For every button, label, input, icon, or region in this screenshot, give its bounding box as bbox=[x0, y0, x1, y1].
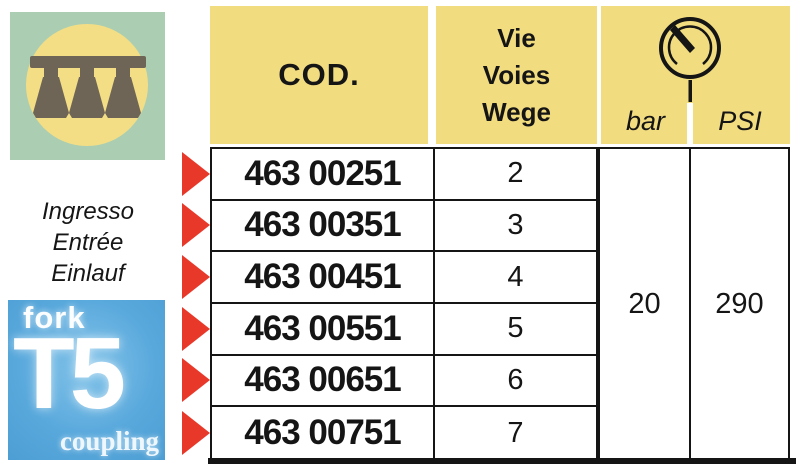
unit-divider bbox=[687, 103, 693, 144]
ways-header-cell: Vie Voies Wege bbox=[436, 6, 597, 144]
inlet-label-german: Einlauf bbox=[51, 260, 125, 287]
product-code: 463 00251 bbox=[212, 149, 435, 199]
cod-header-cell: COD. bbox=[210, 6, 428, 144]
row-marker-arrow-icon bbox=[182, 255, 210, 300]
ways-count: 3 bbox=[507, 208, 524, 241]
bar-unit-label: bar bbox=[625, 106, 666, 136]
row-marker-arrow-icon bbox=[182, 358, 210, 403]
row-marker-arrow-icon bbox=[182, 203, 210, 248]
table-row: 463 00751 7 bbox=[182, 407, 596, 459]
row-marker-arrow-icon bbox=[182, 306, 210, 351]
logo-fork-text: fork bbox=[23, 300, 86, 335]
ways-count: 7 bbox=[507, 416, 524, 449]
unit-labels-row: bar PSI bbox=[601, 106, 790, 137]
spray-boom-icon bbox=[10, 12, 165, 160]
pressure-gauge-icon bbox=[659, 17, 721, 102]
ways-count: 2 bbox=[507, 157, 524, 190]
ways-count: 4 bbox=[507, 260, 524, 293]
pressure-header-cell: bar PSI bbox=[601, 6, 790, 144]
psi-value-cell: 290 bbox=[691, 149, 788, 459]
psi-unit-label: PSI bbox=[718, 106, 762, 136]
inlet-labels: Ingresso Entrée Einlauf bbox=[0, 196, 176, 289]
product-rows: 463 00251 2 463 00351 3 463 00451 4 463 … bbox=[182, 147, 598, 461]
table-row: 463 00451 4 bbox=[182, 252, 596, 304]
ways-header-line-fr: Voies bbox=[482, 59, 551, 90]
row-marker-arrow-icon bbox=[182, 411, 210, 456]
product-code: 463 00351 bbox=[212, 200, 435, 251]
ways-count: 5 bbox=[507, 312, 524, 345]
table-row: 463 00251 2 bbox=[182, 149, 596, 201]
psi-value: 290 bbox=[715, 287, 764, 320]
cod-header-label: COD. bbox=[278, 57, 360, 92]
row-marker-arrow-icon bbox=[182, 151, 210, 196]
spray-boom-graphic bbox=[10, 12, 165, 160]
product-code: 463 00451 bbox=[212, 252, 435, 302]
inlet-label-italian: Ingresso bbox=[41, 198, 135, 225]
t5-coupling-logo: fork T5 coupling bbox=[8, 300, 165, 460]
logo-t5-text: T5 bbox=[13, 318, 126, 430]
ways-header-line-de: Wege bbox=[482, 96, 551, 127]
pressure-columns: 20 290 bbox=[598, 147, 790, 461]
table-row: 463 00551 5 bbox=[182, 303, 596, 356]
logo-coupling-text: coupling bbox=[59, 426, 159, 456]
table-bottom-rule bbox=[208, 458, 796, 464]
table-row: 463 00351 3 bbox=[182, 200, 596, 253]
product-code: 463 00651 bbox=[212, 355, 435, 406]
product-code: 463 00751 bbox=[212, 407, 435, 459]
ways-count: 6 bbox=[507, 363, 524, 396]
table-row: 463 00651 6 bbox=[182, 355, 596, 408]
inlet-label-french: Entrée bbox=[52, 229, 124, 256]
product-table-body: 463 00251 2 463 00351 3 463 00451 4 463 … bbox=[182, 147, 796, 469]
ways-header-line-it: Vie bbox=[497, 22, 536, 53]
bar-value-cell: 20 bbox=[600, 149, 691, 459]
bar-value: 20 bbox=[628, 287, 661, 320]
product-code: 463 00551 bbox=[212, 303, 435, 354]
